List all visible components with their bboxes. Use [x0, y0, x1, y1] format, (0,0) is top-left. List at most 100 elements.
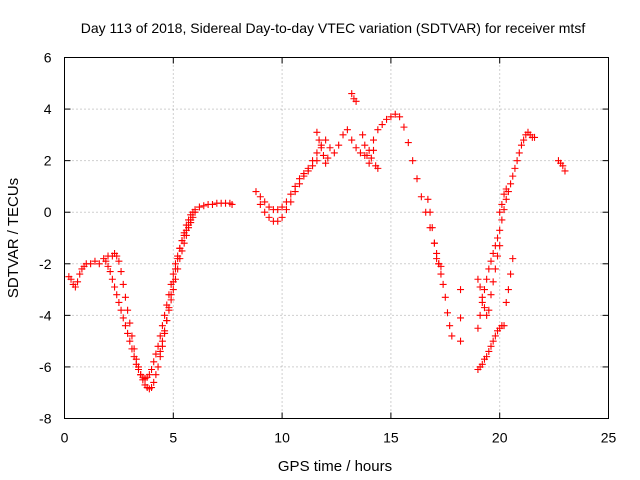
data-point — [319, 151, 327, 159]
data-point — [374, 164, 382, 172]
y-axis-label: SDTVAR / TECUs — [5, 178, 22, 298]
data-point — [480, 286, 488, 294]
data-point — [483, 353, 491, 361]
data-point — [391, 110, 399, 118]
data-point — [339, 131, 347, 139]
series-arc-14 — [502, 255, 517, 306]
data-point — [154, 363, 162, 371]
series-arc-15 — [496, 185, 510, 216]
data-point — [252, 188, 260, 196]
data-point — [507, 270, 515, 278]
data-point — [513, 157, 521, 165]
data-point — [119, 314, 127, 322]
series-arc-16 — [554, 157, 569, 175]
data-point — [348, 90, 356, 98]
data-point — [154, 342, 162, 350]
data-point — [417, 193, 425, 201]
data-point — [106, 268, 114, 276]
data-point — [113, 252, 121, 260]
data-point — [124, 306, 132, 314]
data-point — [443, 309, 451, 317]
data-point — [156, 332, 164, 340]
data-point — [374, 126, 382, 134]
data-point — [476, 311, 484, 319]
data-point — [480, 304, 488, 312]
x-tick-label: 5 — [169, 430, 177, 446]
data-point — [304, 167, 312, 175]
data-point — [169, 286, 177, 294]
data-point — [446, 322, 454, 330]
data-point — [520, 136, 528, 144]
data-point — [119, 280, 127, 288]
data-point — [178, 247, 186, 255]
series-arc-4 — [252, 110, 456, 340]
data-point — [315, 136, 323, 144]
chart-title: Day 113 of 2018, Sidereal Day-to-day VTE… — [81, 20, 586, 36]
data-point — [282, 206, 290, 214]
y-tick-label: -8 — [39, 411, 52, 427]
data-point — [156, 347, 164, 355]
data-point — [150, 358, 158, 366]
data-point — [378, 121, 386, 129]
x-axis-label: GPS time / hours — [278, 458, 392, 475]
data-point — [161, 311, 169, 319]
data-point — [152, 371, 160, 379]
data-point — [117, 306, 125, 314]
data-point — [150, 378, 158, 386]
series-arc-3 — [156, 208, 199, 355]
data-point — [448, 332, 456, 340]
data-point — [359, 131, 367, 139]
data-point — [348, 136, 356, 144]
data-point — [487, 342, 495, 350]
data-point — [515, 149, 523, 157]
data-point — [132, 360, 140, 368]
data-point — [87, 260, 95, 268]
data-point — [500, 322, 508, 330]
data-point — [433, 255, 441, 263]
data-point — [496, 242, 504, 250]
data-point — [91, 257, 99, 265]
x-tick-label: 25 — [601, 430, 617, 446]
data-point — [496, 208, 504, 216]
series-arc-7 — [348, 90, 360, 105]
data-point — [208, 200, 216, 208]
data-point — [313, 149, 321, 157]
data-point — [126, 337, 134, 345]
data-point — [113, 291, 121, 299]
data-point — [256, 200, 264, 208]
data-point — [108, 275, 116, 283]
data-point — [145, 371, 153, 379]
data-point — [265, 213, 273, 221]
y-tick-label: 6 — [44, 50, 52, 66]
data-point — [167, 296, 175, 304]
data-point — [148, 384, 156, 392]
data-point — [274, 206, 282, 214]
series-arc-5 — [256, 157, 321, 225]
data-point — [494, 234, 502, 242]
data-point — [491, 332, 499, 340]
data-point — [483, 311, 491, 319]
y-tick-label: -2 — [39, 256, 52, 272]
data-point — [457, 314, 465, 322]
y-tick-label: 2 — [44, 153, 52, 169]
data-point — [485, 306, 493, 314]
data-point — [498, 200, 506, 208]
data-point — [487, 257, 495, 265]
data-point — [369, 146, 377, 154]
data-point — [489, 337, 497, 345]
data-point — [171, 260, 179, 268]
data-point — [483, 275, 491, 283]
data-point — [322, 159, 330, 167]
data-point — [102, 257, 110, 265]
data-point — [457, 286, 465, 294]
data-point — [291, 188, 299, 196]
data-point — [185, 224, 193, 232]
data-point — [457, 337, 465, 345]
data-point — [313, 128, 321, 136]
data-point — [309, 162, 317, 170]
data-point — [165, 306, 173, 314]
data-point — [502, 298, 510, 306]
data-point — [167, 280, 175, 288]
data-point — [478, 360, 486, 368]
